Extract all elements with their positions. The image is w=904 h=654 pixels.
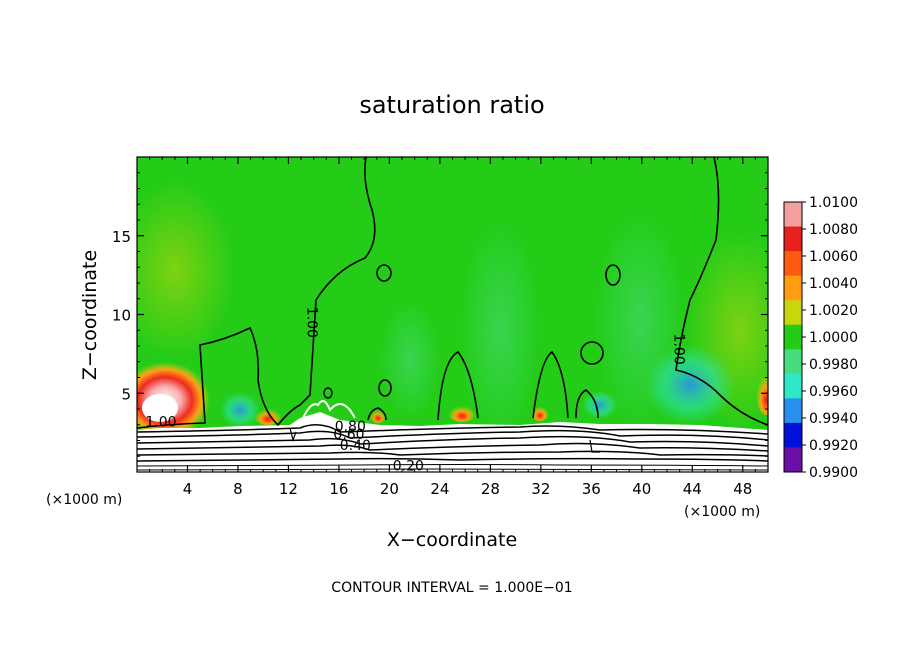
colorbar-swatch — [784, 251, 802, 277]
colorbar-label: 0.9940 — [809, 411, 858, 427]
contour-label: 1.00 — [671, 334, 687, 365]
colorbar-swatch — [784, 300, 802, 326]
x-tick-label: 36 — [582, 480, 601, 498]
colorbar-swatch — [784, 202, 802, 228]
colorbar-swatch — [784, 373, 802, 399]
colorbar-swatch — [784, 447, 802, 473]
colorbar-label: 0.9980 — [809, 357, 858, 373]
contour-line-1-00 — [675, 157, 768, 426]
x-tick-label: 32 — [531, 480, 550, 498]
colorbar-swatch — [784, 349, 802, 375]
contour-cell — [323, 387, 333, 399]
contour-cell — [367, 407, 387, 421]
contour-line-0-90 — [137, 424, 768, 435]
colorbar-label: 0.9920 — [809, 438, 858, 454]
cool-shading — [460, 220, 540, 440]
x-tick-label: 28 — [481, 480, 500, 498]
saturation-field: 1.00 1.00 1.00 0.800.600.40 0.20 — [137, 157, 768, 474]
colorbar-label: 1.0020 — [809, 303, 858, 319]
x-axis-unit-right: (×1000 m) — [684, 504, 760, 520]
contour-line-0-30 — [137, 464, 768, 467]
y-axis-label: Z−coordinate — [79, 250, 101, 380]
x-tick-label: 48 — [733, 480, 752, 498]
colorbar-label: 0.9900 — [809, 465, 858, 481]
cool-shading — [380, 300, 440, 420]
contour-cell — [575, 389, 599, 419]
contour-kink — [289, 427, 297, 443]
contour-label: 0.20 — [393, 458, 424, 474]
contour-line-0-20 — [137, 468, 768, 471]
supersaturated-core — [142, 394, 178, 422]
contour-label: 1.00 — [145, 414, 176, 430]
warm-spot — [254, 405, 282, 425]
warm-spot — [448, 402, 476, 422]
contour-cell — [437, 350, 479, 421]
warm-spot — [370, 407, 386, 423]
colorbar-label: 1.0000 — [809, 330, 858, 346]
dry-region — [582, 391, 618, 419]
surface-layer — [137, 412, 768, 472]
contour-line-0-40 — [137, 457, 768, 462]
contour-cell — [378, 379, 392, 397]
y-axis-ticks: 5 10 15 — [112, 172, 768, 457]
contour-label: 1.00 — [303, 307, 319, 338]
x-tick-label: 12 — [279, 480, 298, 498]
x-tick-label: 24 — [430, 480, 449, 498]
colorbar-label: 1.0080 — [809, 222, 858, 238]
cloud-edge — [299, 400, 356, 426]
contour-cell — [580, 341, 604, 365]
chart-title: saturation ratio — [359, 91, 544, 119]
x-axis-unit-left: (×1000 m) — [46, 492, 122, 508]
x-tick-label: 8 — [233, 480, 243, 498]
dry-region — [220, 392, 260, 428]
colorbar-swatch — [784, 275, 802, 301]
colorbar-swatch — [784, 324, 802, 350]
warm-shading — [137, 180, 235, 360]
warm-spot — [756, 365, 768, 415]
colorbar-label: 1.0040 — [809, 276, 858, 292]
y-tick-label: 10 — [112, 307, 131, 325]
contour-line-1-00 — [137, 157, 376, 429]
colorbar-label: 1.0060 — [809, 249, 858, 265]
dry-region — [645, 345, 735, 425]
x-tick-label: 4 — [183, 480, 193, 498]
colorbar-swatch — [784, 398, 802, 424]
contour-label: 0.40 — [340, 438, 371, 454]
colorbar-label: 0.9960 — [809, 384, 858, 400]
x-tick-label: 40 — [632, 480, 651, 498]
contour-cell — [532, 350, 569, 419]
contour-kink — [589, 439, 600, 453]
y-tick-label: 5 — [121, 385, 131, 403]
colorbar-swatch — [784, 422, 802, 448]
contour-label: 0.80 — [335, 419, 366, 435]
x-tick-label: 16 — [329, 480, 348, 498]
colorbar-swatch — [784, 226, 802, 252]
colorbar: 1.0100 1.0080 1.0060 1.0040 1.0020 1.0000 0.99… — [783, 195, 858, 481]
contour-labels: 1.00 1.00 1.00 0.800.600.40 0.20 — [145, 307, 687, 474]
y-tick-label: 15 — [112, 228, 131, 246]
warm-spot — [531, 403, 549, 421]
colorbar-label: 1.0100 — [809, 195, 858, 211]
contour-cell — [376, 264, 392, 282]
contour-cell — [605, 264, 621, 286]
contour-interval-note: CONTOUR INTERVAL = 1.000E−01 — [331, 580, 572, 596]
x-axis-label: X−coordinate — [387, 529, 517, 551]
x-axis-ticks: 4 8 12 16 20 24 28 32 36 40 44 48 — [149, 157, 756, 498]
x-tick-label: 44 — [683, 480, 702, 498]
contour-label: 0.60 — [333, 427, 364, 443]
contour-line-0-80 — [137, 429, 768, 441]
x-tick-label: 20 — [380, 480, 399, 498]
contour-line-0-60 — [137, 442, 768, 452]
contour-line-0-50 — [137, 450, 768, 457]
contour-line-0-70 — [137, 435, 768, 447]
